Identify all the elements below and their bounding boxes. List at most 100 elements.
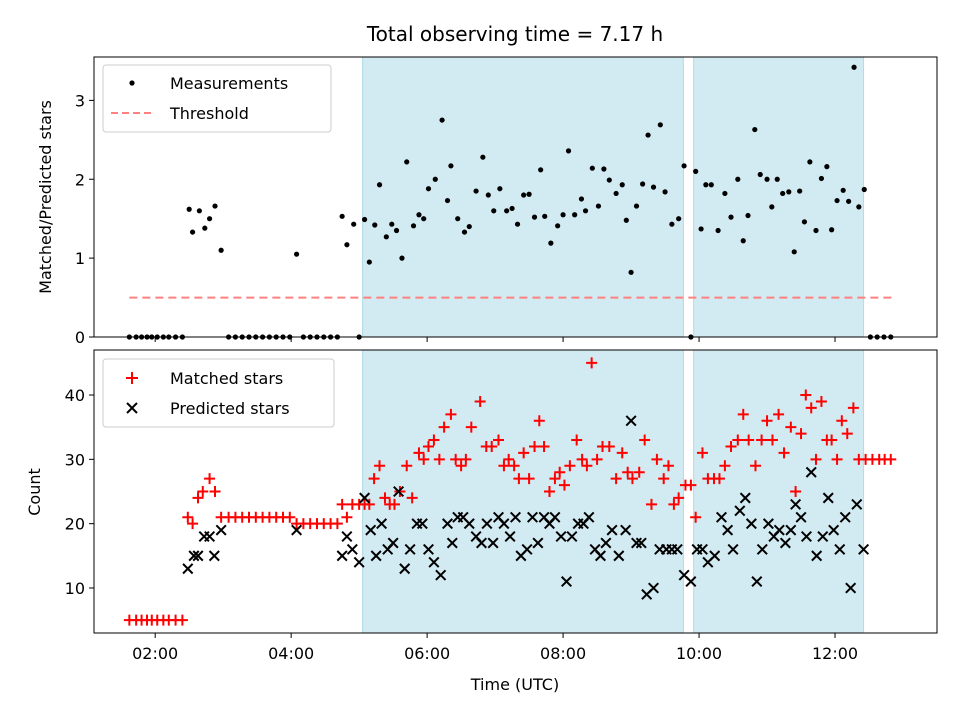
measurement-point bbox=[769, 204, 775, 210]
predicted-stars-point bbox=[762, 518, 774, 530]
predicted-stars-point bbox=[715, 511, 727, 523]
measurement-point bbox=[189, 229, 196, 235]
measurement-point bbox=[393, 227, 400, 234]
predicted-stars-point bbox=[839, 511, 851, 523]
measurement-point bbox=[774, 176, 780, 182]
measurement-point bbox=[560, 212, 566, 218]
measurement-point bbox=[715, 227, 721, 234]
matched-stars-point bbox=[428, 434, 440, 446]
measurement-point bbox=[645, 132, 651, 138]
matched-stars-point bbox=[498, 460, 510, 472]
measurement-point bbox=[861, 186, 867, 193]
x-tick-label: 06:00 bbox=[404, 644, 450, 663]
predicted-stars-point bbox=[858, 543, 870, 555]
matched-stars-point bbox=[401, 460, 413, 472]
matched-stars-point bbox=[331, 518, 343, 530]
measurement-point bbox=[662, 189, 668, 195]
matched-stars-point bbox=[622, 466, 634, 478]
measurement-point bbox=[432, 176, 438, 182]
x-tick-label: 02:00 bbox=[132, 644, 178, 663]
measurement-point bbox=[840, 187, 846, 193]
matched-stars-point bbox=[737, 408, 749, 420]
predicted-stars-point bbox=[734, 505, 746, 517]
measurement-point bbox=[202, 225, 208, 231]
matched-stars-point bbox=[523, 473, 535, 485]
measurement-point bbox=[681, 163, 687, 169]
measurements-series bbox=[126, 64, 894, 340]
y-tick-label: 0 bbox=[75, 328, 85, 347]
measurement-point bbox=[669, 221, 675, 227]
matched-stars-point bbox=[805, 402, 817, 414]
matched-stars-point bbox=[538, 440, 550, 452]
measurement-point bbox=[851, 64, 857, 70]
matched-stars-point bbox=[831, 453, 843, 465]
measurement-point bbox=[344, 242, 350, 248]
measurement-point bbox=[425, 186, 432, 192]
measurement-point bbox=[366, 259, 372, 265]
chart-title: Total observing time = 7.17 h bbox=[366, 22, 663, 46]
measurement-point bbox=[466, 223, 472, 230]
measurement-point bbox=[797, 188, 803, 194]
measurement-point bbox=[404, 159, 410, 165]
matched-stars-point bbox=[639, 434, 651, 446]
predicted-stars-point bbox=[600, 537, 612, 549]
predicted-stars-point bbox=[851, 498, 863, 510]
legend-predicted-marker bbox=[126, 402, 138, 414]
measurement-point bbox=[693, 168, 699, 174]
predicted-stars-point bbox=[560, 576, 572, 588]
measurement-point bbox=[497, 186, 503, 192]
predicted-stars-point bbox=[442, 518, 454, 530]
matched-stars-point bbox=[603, 440, 615, 452]
matched-stars-point bbox=[743, 434, 755, 446]
matched-stars-point bbox=[529, 440, 541, 452]
measurement-point bbox=[389, 221, 395, 227]
predicted-stars-point bbox=[192, 550, 204, 562]
measurement-point bbox=[818, 175, 825, 182]
predicted-stars-point bbox=[751, 576, 763, 588]
count-panel-frame bbox=[93, 349, 938, 634]
matched-stars-point bbox=[474, 395, 486, 407]
predicted-stars-point bbox=[481, 518, 493, 530]
predicted-stars-point bbox=[671, 543, 683, 555]
matched-stars-point bbox=[508, 460, 520, 472]
matched-stars-point bbox=[284, 511, 296, 523]
matched-stars-point bbox=[406, 492, 418, 504]
matched-stars-point bbox=[549, 473, 561, 485]
observing-intervals-bottom bbox=[362, 349, 865, 634]
predicted-stars-point bbox=[709, 550, 721, 562]
matched-stars-point bbox=[662, 460, 674, 472]
matched-stars-point bbox=[610, 473, 622, 485]
matched-stars-point bbox=[363, 498, 375, 510]
measurement-point bbox=[633, 203, 640, 209]
matched-stars-point bbox=[591, 453, 603, 465]
x-tick-label: 12:00 bbox=[812, 644, 858, 663]
measurement-point bbox=[372, 222, 378, 228]
measurement-point bbox=[383, 234, 389, 240]
predicted-stars-point bbox=[435, 569, 447, 581]
measurement-point bbox=[606, 177, 612, 183]
matched-stars-point bbox=[513, 473, 525, 485]
matched-stars-point bbox=[460, 453, 472, 465]
predicted-stars-point bbox=[204, 531, 216, 543]
x-tick-label: 04:00 bbox=[268, 644, 314, 663]
time-x-axis-label: Time (UTC) bbox=[470, 675, 559, 694]
observing-intervals-top bbox=[362, 56, 865, 338]
measurement-point bbox=[293, 251, 300, 257]
matched-stars-point bbox=[182, 511, 194, 523]
measurement-point bbox=[565, 148, 572, 154]
predicted-stars-point bbox=[521, 543, 533, 555]
matched-stars-point bbox=[413, 447, 425, 459]
measurement-point bbox=[813, 227, 819, 234]
measurement-point bbox=[572, 212, 578, 218]
predicted-stars-point bbox=[606, 524, 618, 536]
matched-stars-point bbox=[756, 434, 768, 446]
predicted-stars-point bbox=[346, 543, 358, 555]
measurement-point bbox=[595, 203, 602, 209]
predicted-stars-point bbox=[399, 563, 411, 575]
measurement-point bbox=[491, 208, 497, 214]
ratio-legend: Measurements Threshold bbox=[102, 64, 332, 133]
predicted-stars-point bbox=[625, 415, 637, 427]
predicted-stars-point bbox=[498, 518, 510, 530]
x-tick-label: 10:00 bbox=[676, 644, 722, 663]
